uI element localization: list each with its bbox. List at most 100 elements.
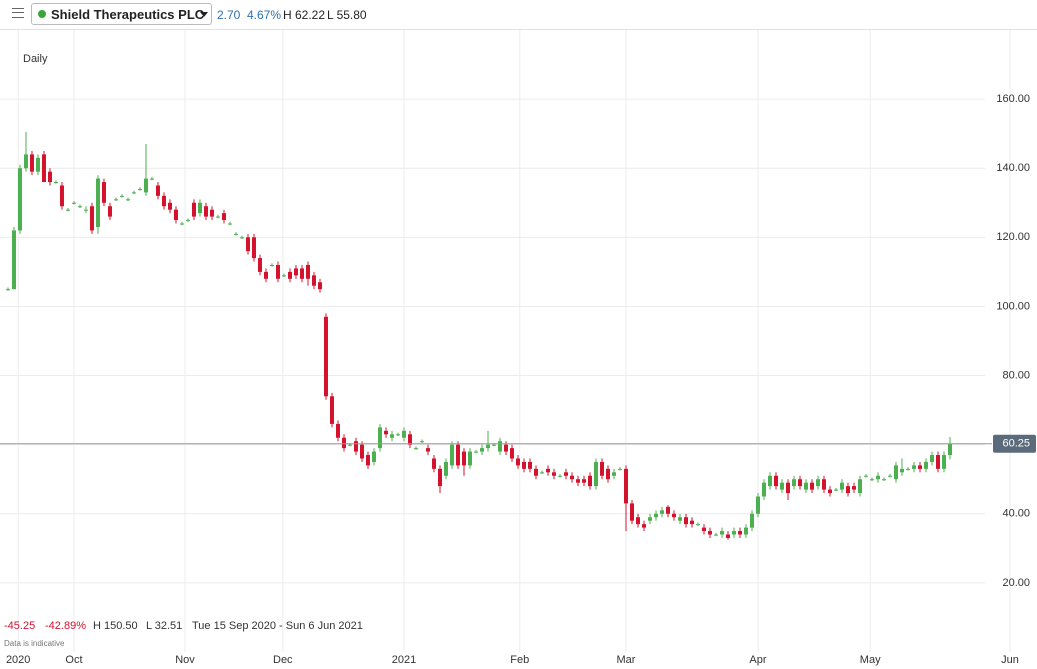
candle-body bbox=[911, 465, 916, 469]
x-tick-label: Dec bbox=[273, 654, 293, 666]
candle-body bbox=[101, 182, 106, 203]
candle-body bbox=[71, 202, 76, 204]
candle-body bbox=[107, 206, 112, 217]
period-low: L 32.51 bbox=[146, 620, 182, 632]
candle-body bbox=[701, 527, 706, 532]
candle-body bbox=[323, 316, 328, 397]
candle-body bbox=[683, 517, 688, 525]
candle-body bbox=[719, 531, 724, 535]
candle-body bbox=[551, 472, 556, 476]
candle-body bbox=[923, 461, 928, 469]
candle-body bbox=[647, 517, 652, 521]
candle-body bbox=[227, 223, 232, 225]
period-change: -45.25 bbox=[4, 620, 35, 632]
change-pct: 4.67% bbox=[247, 8, 282, 22]
x-tick-label: Jun bbox=[1001, 654, 1019, 666]
candle-body bbox=[521, 461, 526, 469]
candle-body bbox=[191, 202, 196, 217]
candle-body bbox=[83, 209, 88, 211]
candle-body bbox=[485, 444, 490, 449]
candle-body bbox=[785, 482, 790, 494]
candle-body bbox=[5, 289, 10, 291]
candle-body bbox=[497, 441, 502, 452]
candle-body bbox=[113, 199, 118, 201]
y-tick-label: 80.00 bbox=[1002, 369, 1030, 381]
instrument-selector[interactable]: Shield Therapeutics PLC bbox=[31, 3, 212, 25]
candle-body bbox=[659, 510, 664, 514]
y-tick-label: 20.00 bbox=[1002, 577, 1030, 589]
candle-body bbox=[143, 178, 148, 193]
candle-body bbox=[131, 192, 136, 194]
candle-body bbox=[377, 427, 382, 449]
candle-body bbox=[209, 209, 214, 217]
candle-body bbox=[203, 206, 208, 217]
y-tick-label: 140.00 bbox=[996, 162, 1030, 174]
candle-body bbox=[47, 171, 52, 183]
candle-body bbox=[317, 282, 322, 290]
candle-body bbox=[425, 448, 430, 452]
candle-body bbox=[239, 237, 244, 239]
high: H 62.22 bbox=[283, 8, 326, 22]
instrument-name: Shield Therapeutics PLC bbox=[51, 7, 205, 22]
candle-body bbox=[23, 154, 28, 169]
candle-body bbox=[575, 479, 580, 483]
candle-body bbox=[791, 479, 796, 487]
candle-body bbox=[353, 441, 358, 452]
candle-body bbox=[755, 496, 760, 514]
candle-body bbox=[161, 195, 166, 207]
x-tick-label: Feb bbox=[510, 654, 529, 666]
candle-body bbox=[467, 451, 472, 466]
candle-body bbox=[863, 475, 868, 477]
y-tick-label: 100.00 bbox=[996, 300, 1030, 312]
candle-body bbox=[605, 468, 610, 480]
candle-body bbox=[479, 448, 484, 452]
candle-body bbox=[707, 531, 712, 535]
candle-body bbox=[557, 475, 562, 477]
candle-body bbox=[875, 475, 880, 480]
candle-body bbox=[35, 157, 40, 172]
candle-body bbox=[509, 448, 514, 459]
last-price-label: 60.25 bbox=[1002, 438, 1030, 450]
y-tick-label: 120.00 bbox=[996, 231, 1030, 243]
candle-body bbox=[725, 534, 730, 538]
candle-body bbox=[173, 209, 178, 221]
candle-body bbox=[851, 486, 856, 490]
candle-body bbox=[827, 489, 832, 494]
candle-body bbox=[587, 475, 592, 487]
candle-body bbox=[221, 213, 226, 221]
candle-body bbox=[689, 520, 694, 525]
candle-body bbox=[77, 206, 82, 208]
candle-body bbox=[341, 437, 346, 449]
x-tick-label: Apr bbox=[749, 654, 766, 666]
candle-body bbox=[935, 455, 940, 469]
last-price-box bbox=[993, 434, 1036, 453]
candle-body bbox=[779, 482, 784, 490]
x-tick-label: Mar bbox=[617, 654, 636, 666]
candle-body bbox=[899, 468, 904, 473]
candle-body bbox=[185, 220, 190, 222]
candle-body bbox=[695, 524, 700, 526]
candle-body bbox=[383, 430, 388, 435]
candle-body bbox=[359, 444, 364, 459]
candle-body bbox=[611, 472, 616, 476]
status-dot bbox=[38, 10, 46, 18]
candle-body bbox=[515, 458, 520, 466]
candle-body bbox=[407, 434, 412, 445]
candle-body bbox=[275, 264, 280, 279]
candle-body bbox=[737, 531, 742, 535]
candle-body bbox=[155, 185, 160, 196]
x-tick-label: 2020 bbox=[6, 654, 30, 666]
candle-body bbox=[431, 458, 436, 469]
candle-body bbox=[845, 486, 850, 494]
menu-button[interactable] bbox=[12, 8, 24, 18]
candle-body bbox=[743, 527, 748, 535]
x-tick-label: 2021 bbox=[392, 654, 416, 666]
candle-body bbox=[449, 444, 454, 466]
candle-body bbox=[635, 517, 640, 525]
candle-body bbox=[215, 216, 220, 218]
candle-body bbox=[119, 195, 124, 197]
candle-body bbox=[257, 258, 262, 272]
candle-body bbox=[125, 199, 130, 201]
candle-body bbox=[281, 275, 286, 277]
